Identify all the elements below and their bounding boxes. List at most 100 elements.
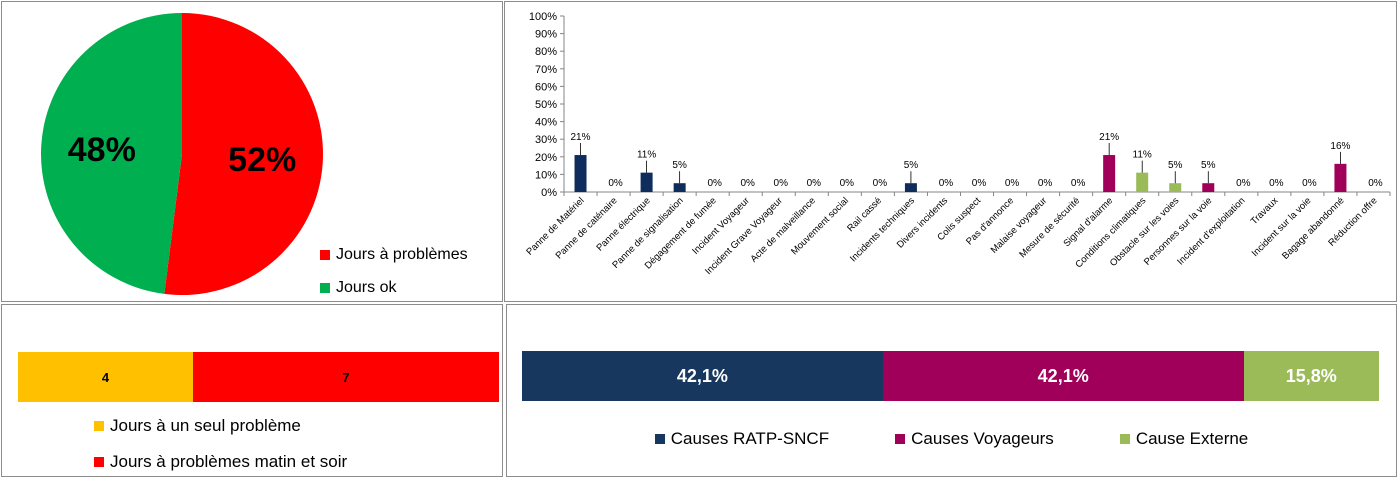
data-label: 0% [1038,178,1053,189]
days-legend: Jours à un seul problème Jours à problèm… [94,408,347,480]
segment-voyageurs: 42,1% [882,351,1244,401]
x-tick-label: Incident sur la voie [1250,195,1314,259]
days-stacked-bar: 4 7 [18,352,499,402]
days-stacked-panel: 4 7 Jours à un seul problème Jours à pro… [1,304,503,477]
pie-chart: 52% 48% [40,13,323,295]
data-label: 0% [840,178,855,189]
pie-slice [164,13,323,295]
causes-stacked-bar: 42,1% 42,1% 15,8% [522,351,1379,401]
y-tick-label: 30% [535,134,557,146]
y-tick-label: 20% [535,152,557,164]
y-tick-label: 80% [535,46,557,58]
y-tick-label: 0% [541,187,557,199]
data-label: 5% [1201,160,1216,171]
pie-chart-panel: 52% 48% Jours à problèmes Jours ok [1,1,503,302]
legend-label: Cause Externe [1135,429,1249,448]
bar [574,155,587,192]
y-tick-label: 70% [535,64,557,76]
data-label: 5% [1168,160,1183,171]
data-label: 0% [1005,178,1020,189]
bar [640,172,653,192]
legend-label: Jours à problèmes matin et soir [110,452,348,471]
bar-chart-panel: 0% 10% 20% 30% 40% 50% 60% 70% 80% 90% 100% 21% Pann… [504,1,1397,302]
y-tick-label: 50% [535,99,557,111]
legend-item-single-problem: Jours à un seul problème [94,408,347,444]
bar [673,183,686,192]
bar [1169,183,1182,192]
segment-externe: 15,8% [1243,351,1379,401]
legend-label: Causes RATP-SNCF [670,429,830,448]
segment-value: 15,8% [1285,365,1337,386]
segment-value: 4 [101,369,110,385]
pie-slice [40,13,182,294]
data-label: 0% [1071,178,1086,189]
data-label: 11% [1133,150,1152,161]
data-label: 0% [774,178,789,189]
y-tick-label: 10% [535,169,557,181]
causes-legend: Causes RATP-SNCF Causes Voyageurs Cause … [507,429,1396,449]
legend-label: Jours à un seul problème [110,416,301,435]
data-label: 21% [1099,132,1119,143]
data-label: 5% [904,160,919,171]
x-tick-label: Panne de caténaire [554,195,620,261]
causes-bar-chart: 0% 10% 20% 30% 40% 50% 60% 70% 80% 90% 100% 21% Pann… [524,11,1391,277]
data-label: 0% [1236,178,1251,189]
data-label: 0% [740,178,755,189]
bar [1334,163,1347,192]
causes-stacked-panel: 42,1% 42,1% 15,8% Causes RATP-SNCF Cause… [506,304,1397,477]
pie-legend: Jours à problèmes Jours ok [320,238,468,304]
y-tick-label: 90% [535,29,557,41]
data-label: 0% [807,178,822,189]
data-label: 0% [1302,178,1317,189]
y-tick-label: 100% [529,11,557,23]
data-label: 0% [873,178,888,189]
legend-item-voyageurs: Causes Voyageurs [895,429,1054,449]
data-label: 21% [571,132,591,143]
y-tick-label: 40% [535,117,557,129]
legend-swatch-red [320,249,330,260]
data-label: 0% [608,178,623,189]
segment-single-problem: 4 [18,352,193,402]
segment-morning-evening: 7 [192,352,499,402]
data-label: 0% [939,178,954,189]
bar [1103,155,1116,192]
data-label: 0% [1368,178,1383,189]
legend-swatch-navy [654,434,665,444]
bar [904,183,917,192]
legend-item-morning-evening: Jours à problèmes matin et soir [94,444,347,480]
x-tick-label: Travaux [1249,195,1281,227]
data-label: 0% [707,178,722,189]
x-tick-label: Mesure de sécurité [1017,195,1082,260]
segment-value: 42,1% [1037,365,1089,386]
legend-item-problem-days: Jours à problèmes [320,238,468,271]
segment-value: 7 [342,369,350,385]
legend-label: Jours à problèmes [336,245,468,263]
x-tick-label: Malaise voyageur [989,195,1049,255]
y-tick-label: 60% [535,81,557,93]
legend-item-externe: Cause Externe [1119,429,1249,449]
legend-item-ok-days: Jours ok [320,271,468,304]
data-label: 0% [972,178,987,189]
segment-value: 42,1% [676,365,728,386]
pie-slice-label: 52% [228,141,296,179]
x-tick-label: Panne de Matériel [524,195,586,257]
legend-swatch-red [94,457,104,467]
x-tick-label: Bagage abandonné [1280,195,1346,261]
legend-swatch-orange [94,421,104,431]
segment-ratp-sncf: 42,1% [522,351,883,401]
data-label: 16% [1330,141,1350,152]
legend-swatch-green [320,282,330,293]
legend-item-ratp-sncf: Causes RATP-SNCF [654,429,830,449]
legend-swatch-green [1119,434,1130,444]
data-label: 0% [1269,178,1284,189]
bar [1136,172,1149,192]
legend-swatch-magenta [895,434,906,444]
data-label: 11% [637,150,656,161]
x-tick-label: Mouvement social [789,195,851,257]
bar [1202,183,1215,192]
legend-label: Causes Voyageurs [911,429,1054,448]
pie-slice-label: 48% [68,131,136,169]
legend-label: Jours ok [336,278,397,296]
data-label: 5% [672,160,687,171]
x-tick-label: Incident Voyageur [690,195,752,257]
